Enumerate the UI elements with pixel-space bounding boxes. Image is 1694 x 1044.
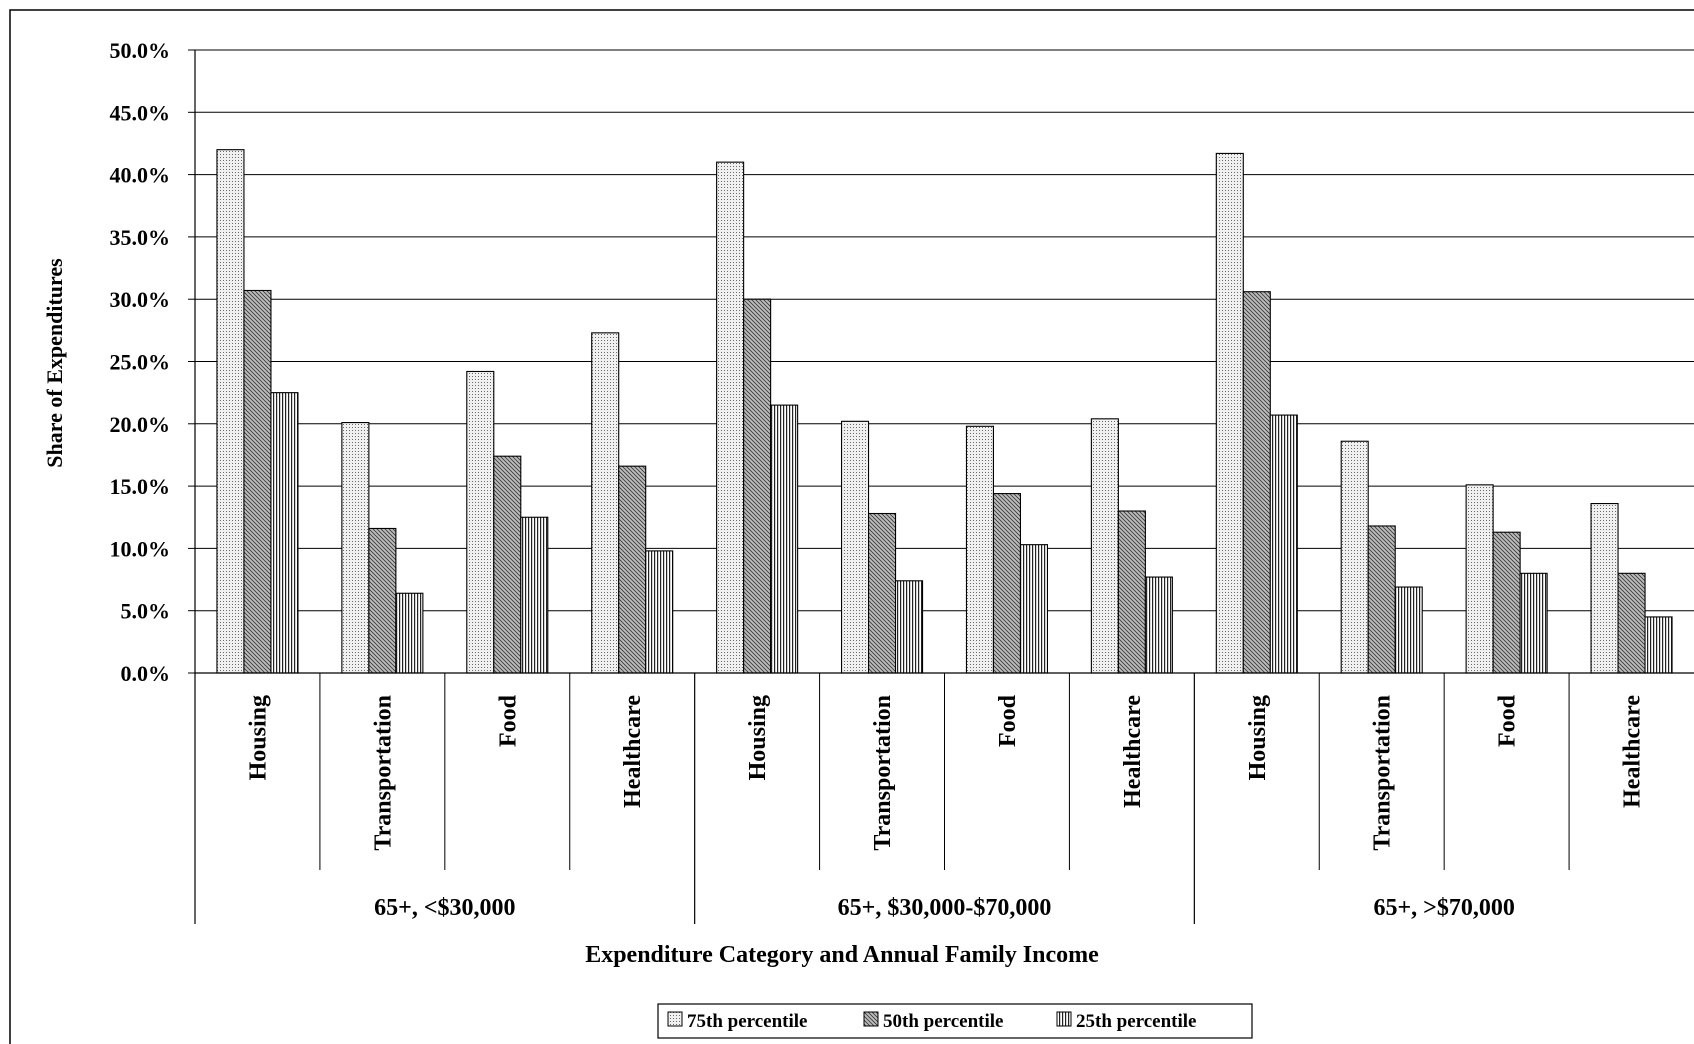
y-tick-label: 30.0% xyxy=(110,287,171,312)
bar xyxy=(395,592,424,674)
bars xyxy=(216,149,1673,674)
bar xyxy=(1340,440,1369,674)
legend-swatch xyxy=(667,1011,683,1027)
bar xyxy=(1215,152,1244,674)
legend-swatch xyxy=(1056,1011,1072,1027)
group-label: 65+, $30,000-$70,000 xyxy=(838,895,1052,921)
bar xyxy=(1465,484,1494,674)
group-label: 65+, >$70,000 xyxy=(1373,895,1514,921)
category-label: Housing xyxy=(1245,695,1271,780)
bar xyxy=(1242,291,1271,674)
y-tick-label: 15.0% xyxy=(110,474,171,499)
group-label: 65+, <$30,000 xyxy=(374,895,515,921)
bar xyxy=(618,465,647,674)
bar xyxy=(992,493,1022,674)
bar xyxy=(645,550,674,674)
y-tick-label: 20.0% xyxy=(110,412,171,437)
bar xyxy=(1617,572,1646,674)
x-axis-title: Expenditure Category and Annual Family I… xyxy=(585,942,1099,968)
bar xyxy=(1367,525,1396,674)
grid-lines xyxy=(195,49,1694,612)
category-label: Healthcare xyxy=(1620,695,1646,808)
bar xyxy=(1090,418,1119,674)
category-label: Healthcare xyxy=(620,695,646,808)
bar xyxy=(1394,586,1423,674)
bar xyxy=(1117,510,1146,674)
bar xyxy=(493,455,522,674)
bar xyxy=(1644,616,1673,674)
bar xyxy=(770,404,799,674)
y-tick-label: 35.0% xyxy=(110,225,171,250)
y-tick-label: 25.0% xyxy=(110,350,171,375)
bar xyxy=(216,149,245,674)
category-label: Food xyxy=(1495,694,1521,747)
bar xyxy=(368,527,397,674)
bar xyxy=(1269,414,1298,674)
category-label: Housing xyxy=(245,695,271,780)
y-tick-label: 5.0% xyxy=(121,599,171,624)
legend-label: 25th percentile xyxy=(1076,1011,1197,1032)
legend-box xyxy=(657,1003,1253,1039)
bar xyxy=(591,332,620,674)
category-label: Housing xyxy=(745,695,771,780)
legend: 75th percentile 50th percentile 25th perce… xyxy=(657,1003,1253,1039)
y-tick-label: 10.0% xyxy=(110,536,171,561)
category-label: Transportation xyxy=(870,695,896,851)
bar xyxy=(965,425,995,674)
bar xyxy=(520,516,549,674)
bar xyxy=(1492,531,1521,674)
axes: 0.0% 5.0% 10.0% 15.0% 20.0% 25.0% 30.0% 35.0% 40… xyxy=(110,38,1694,924)
bar xyxy=(840,420,870,674)
bar xyxy=(341,422,370,674)
bar xyxy=(867,512,897,674)
bar xyxy=(270,392,299,674)
bar xyxy=(743,298,772,674)
y-tick-label: 0.0% xyxy=(121,661,171,686)
category-label: Transportation xyxy=(1370,695,1396,851)
category-label: Transportation xyxy=(370,695,396,851)
y-tick-label: 45.0% xyxy=(110,100,171,125)
bar xyxy=(466,370,495,674)
category-label: Food xyxy=(495,694,521,747)
category-label: Healthcare xyxy=(1120,695,1146,808)
y-tick-label: 50.0% xyxy=(110,38,171,63)
bar xyxy=(894,580,924,674)
bar xyxy=(1144,576,1173,674)
bar xyxy=(1590,502,1619,674)
y-axis-title: Share of Expenditures xyxy=(42,258,67,468)
bar xyxy=(1519,572,1548,674)
legend-swatch xyxy=(863,1011,879,1027)
category-label: Food xyxy=(995,694,1021,747)
legend-label: 75th percentile xyxy=(687,1011,808,1032)
bar xyxy=(716,161,745,674)
bar xyxy=(1019,544,1049,674)
y-tick-label: 40.0% xyxy=(110,163,171,188)
legend-label: 50th percentile xyxy=(883,1011,1004,1032)
bar xyxy=(243,289,272,674)
